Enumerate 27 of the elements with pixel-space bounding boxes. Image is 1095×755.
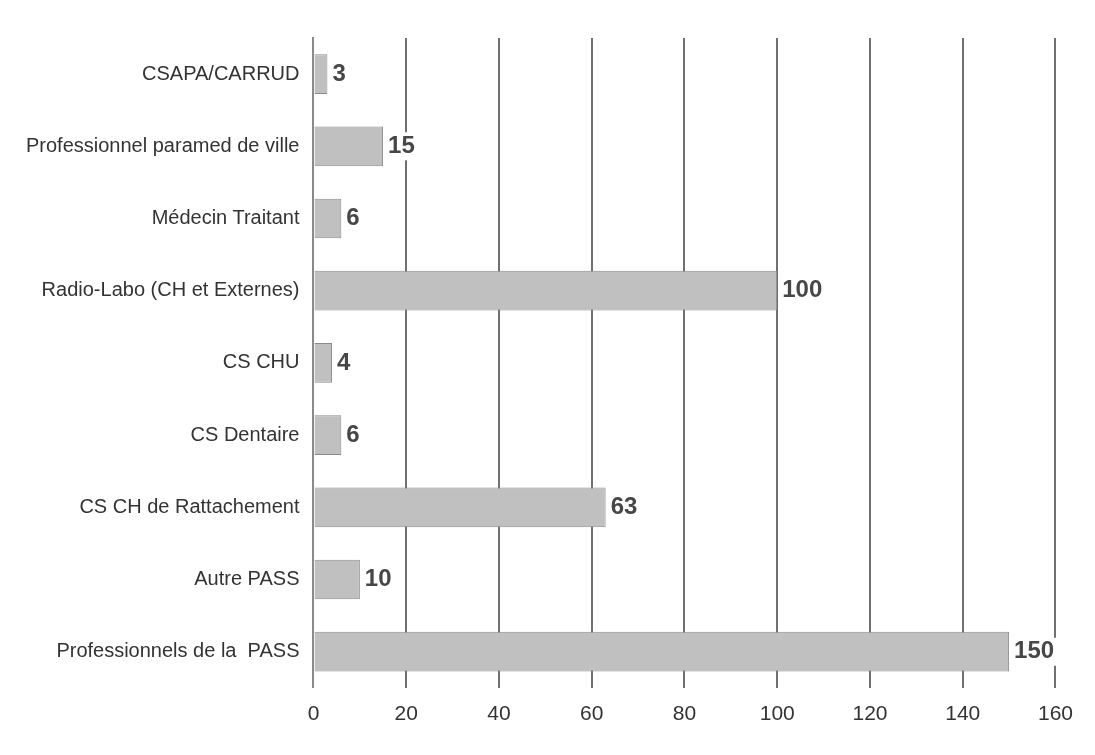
x-tick-label: 60 (580, 701, 604, 725)
x-tick-label: 160 (1037, 701, 1073, 725)
y-tick-label: Autre PASS (194, 567, 300, 590)
y-tick-label: CSAPA/CARRUD (142, 61, 300, 84)
data-label: 6 (346, 203, 360, 231)
data-label: 3 (332, 58, 346, 86)
data-label: 150 (1014, 636, 1055, 664)
x-tick-label: 20 (394, 701, 418, 725)
y-tick-label: CS CH de Rattachement (79, 494, 300, 517)
data-label: 63 (610, 491, 638, 519)
x-tick-label: 140 (945, 701, 981, 725)
y-tick-label: Médecin Traitant (151, 206, 300, 229)
y-tick-label: Professionnels de la PASS (56, 639, 300, 662)
x-tick-label: 40 (487, 701, 511, 725)
data-label: 15 (388, 130, 415, 158)
y-tick-label: CS CHU (222, 350, 300, 373)
y-tick-label: CS Dentaire (190, 422, 300, 445)
y-tick-label: Radio-Labo (CH et Externes) (41, 278, 300, 301)
x-tick-label: 120 (852, 701, 888, 725)
data-label: 10 (364, 564, 392, 592)
x-tick-label: 80 (672, 701, 697, 725)
data-label: 4 (337, 347, 352, 375)
x-tick-label: 100 (759, 701, 795, 725)
data-label: 6 (346, 419, 360, 447)
data-label: 100 (782, 275, 823, 303)
x-tick-label: 0 (307, 701, 320, 725)
y-tick-label: Professionnel paramed de ville (25, 133, 300, 156)
